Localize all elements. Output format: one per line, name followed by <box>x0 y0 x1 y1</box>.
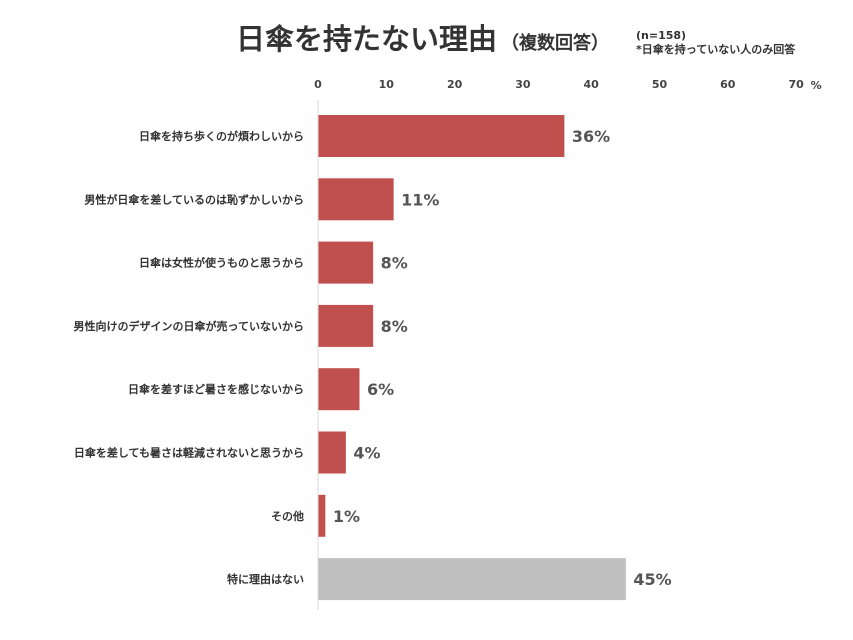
value-label: 8% <box>381 254 408 273</box>
subtitle-text: （複数回答） <box>501 33 610 54</box>
respondent-note: *日傘を持っていない人のみ回答 <box>636 43 796 56</box>
x-tick-label: 60 <box>720 78 736 91</box>
value-label: 8% <box>381 317 408 336</box>
x-tick-label: 40 <box>584 78 600 91</box>
value-label: 1% <box>333 507 360 526</box>
category-label: 男性向けのデザインの日傘が売っていないから <box>74 319 304 333</box>
value-label: 36% <box>572 127 610 146</box>
x-tick-label: 20 <box>447 78 463 91</box>
bar <box>318 368 360 411</box>
value-label: 11% <box>401 190 439 209</box>
x-unit-label: % <box>811 79 822 92</box>
x-tick-label: 10 <box>379 78 395 91</box>
category-label: 日傘を差すほど暑さを感じないから <box>128 382 304 396</box>
category-label: 男性が日傘を差しているのは恥ずかしいから <box>84 192 304 206</box>
bar <box>318 178 394 221</box>
category-label: 日傘を差しても暑さは軽減されないと思うから <box>74 446 304 460</box>
value-label: 45% <box>633 570 671 589</box>
sample-size: (n=158) <box>636 29 687 42</box>
x-tick-label: 0 <box>314 78 322 91</box>
sample-note: (n=158) *日傘を持っていない人のみ回答 <box>636 29 795 57</box>
category-label: 日傘は女性が使うものと思うから <box>139 256 304 270</box>
title-text: 日傘を持たない理由 <box>236 22 498 56</box>
category-label: その他 <box>271 509 304 523</box>
category-label: 日傘を持ち歩くのが煩わしいから <box>139 129 304 143</box>
chart-title: 日傘を持たない理由 （複数回答） <box>236 16 609 58</box>
x-tick-label: 70 <box>788 78 804 91</box>
value-label: 4% <box>353 444 380 463</box>
x-tick-label: 50 <box>652 78 668 91</box>
bar <box>318 304 374 347</box>
bar <box>318 494 326 537</box>
bar <box>318 241 374 284</box>
bar <box>318 431 346 474</box>
x-tick-label: 30 <box>515 78 531 91</box>
category-label: 特に理由はない <box>227 572 304 586</box>
value-label: 6% <box>367 380 394 399</box>
bar <box>318 558 626 601</box>
bar <box>318 115 565 157</box>
